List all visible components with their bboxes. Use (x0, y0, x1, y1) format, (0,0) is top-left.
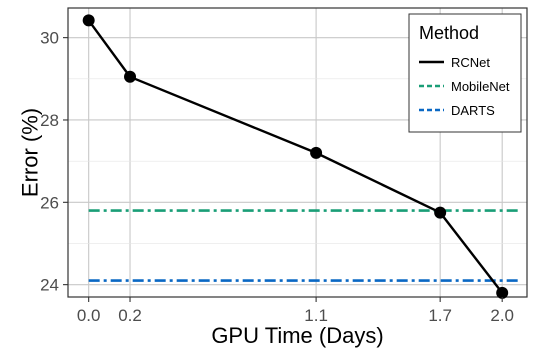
x-tick-label: 0.0 (77, 306, 101, 325)
y-axis-title: Error (%) (18, 108, 43, 197)
plot-panel-border (67, 7, 528, 298)
series-rcnet (82, 14, 509, 299)
data-point (310, 146, 323, 159)
x-axis-ticks: 0.0 0.2 1.1 1.7 2.0 (77, 297, 514, 325)
y-axis-ticks: 24 26 28 30 (40, 29, 68, 295)
data-point (434, 206, 447, 219)
legend-label-rcnet: RCNet (451, 55, 490, 70)
reference-lines (88, 209, 521, 282)
legend-box (408, 13, 522, 133)
legend-label-darts: DARTS (451, 103, 495, 118)
legend-entries: RCNet MobileNet DARTS (419, 55, 510, 118)
y-tick-label: 30 (40, 29, 59, 48)
data-point (124, 70, 137, 83)
data-point (496, 286, 509, 299)
x-tick-label: 2.0 (490, 306, 514, 325)
data-point (82, 14, 95, 27)
y-tick-label: 24 (40, 276, 59, 295)
x-tick-label: 1.1 (304, 306, 328, 325)
x-tick-label: 0.2 (118, 306, 142, 325)
legend: Method RCNet MobileNet DARTS (408, 13, 522, 133)
x-axis-title: GPU Time (Days) (211, 323, 383, 348)
legend-label-mobilenet: MobileNet (451, 79, 510, 94)
x-tick-label: 1.7 (428, 306, 452, 325)
y-tick-label: 28 (40, 111, 59, 130)
y-tick-label: 26 (40, 193, 59, 212)
legend-title: Method (419, 23, 479, 43)
